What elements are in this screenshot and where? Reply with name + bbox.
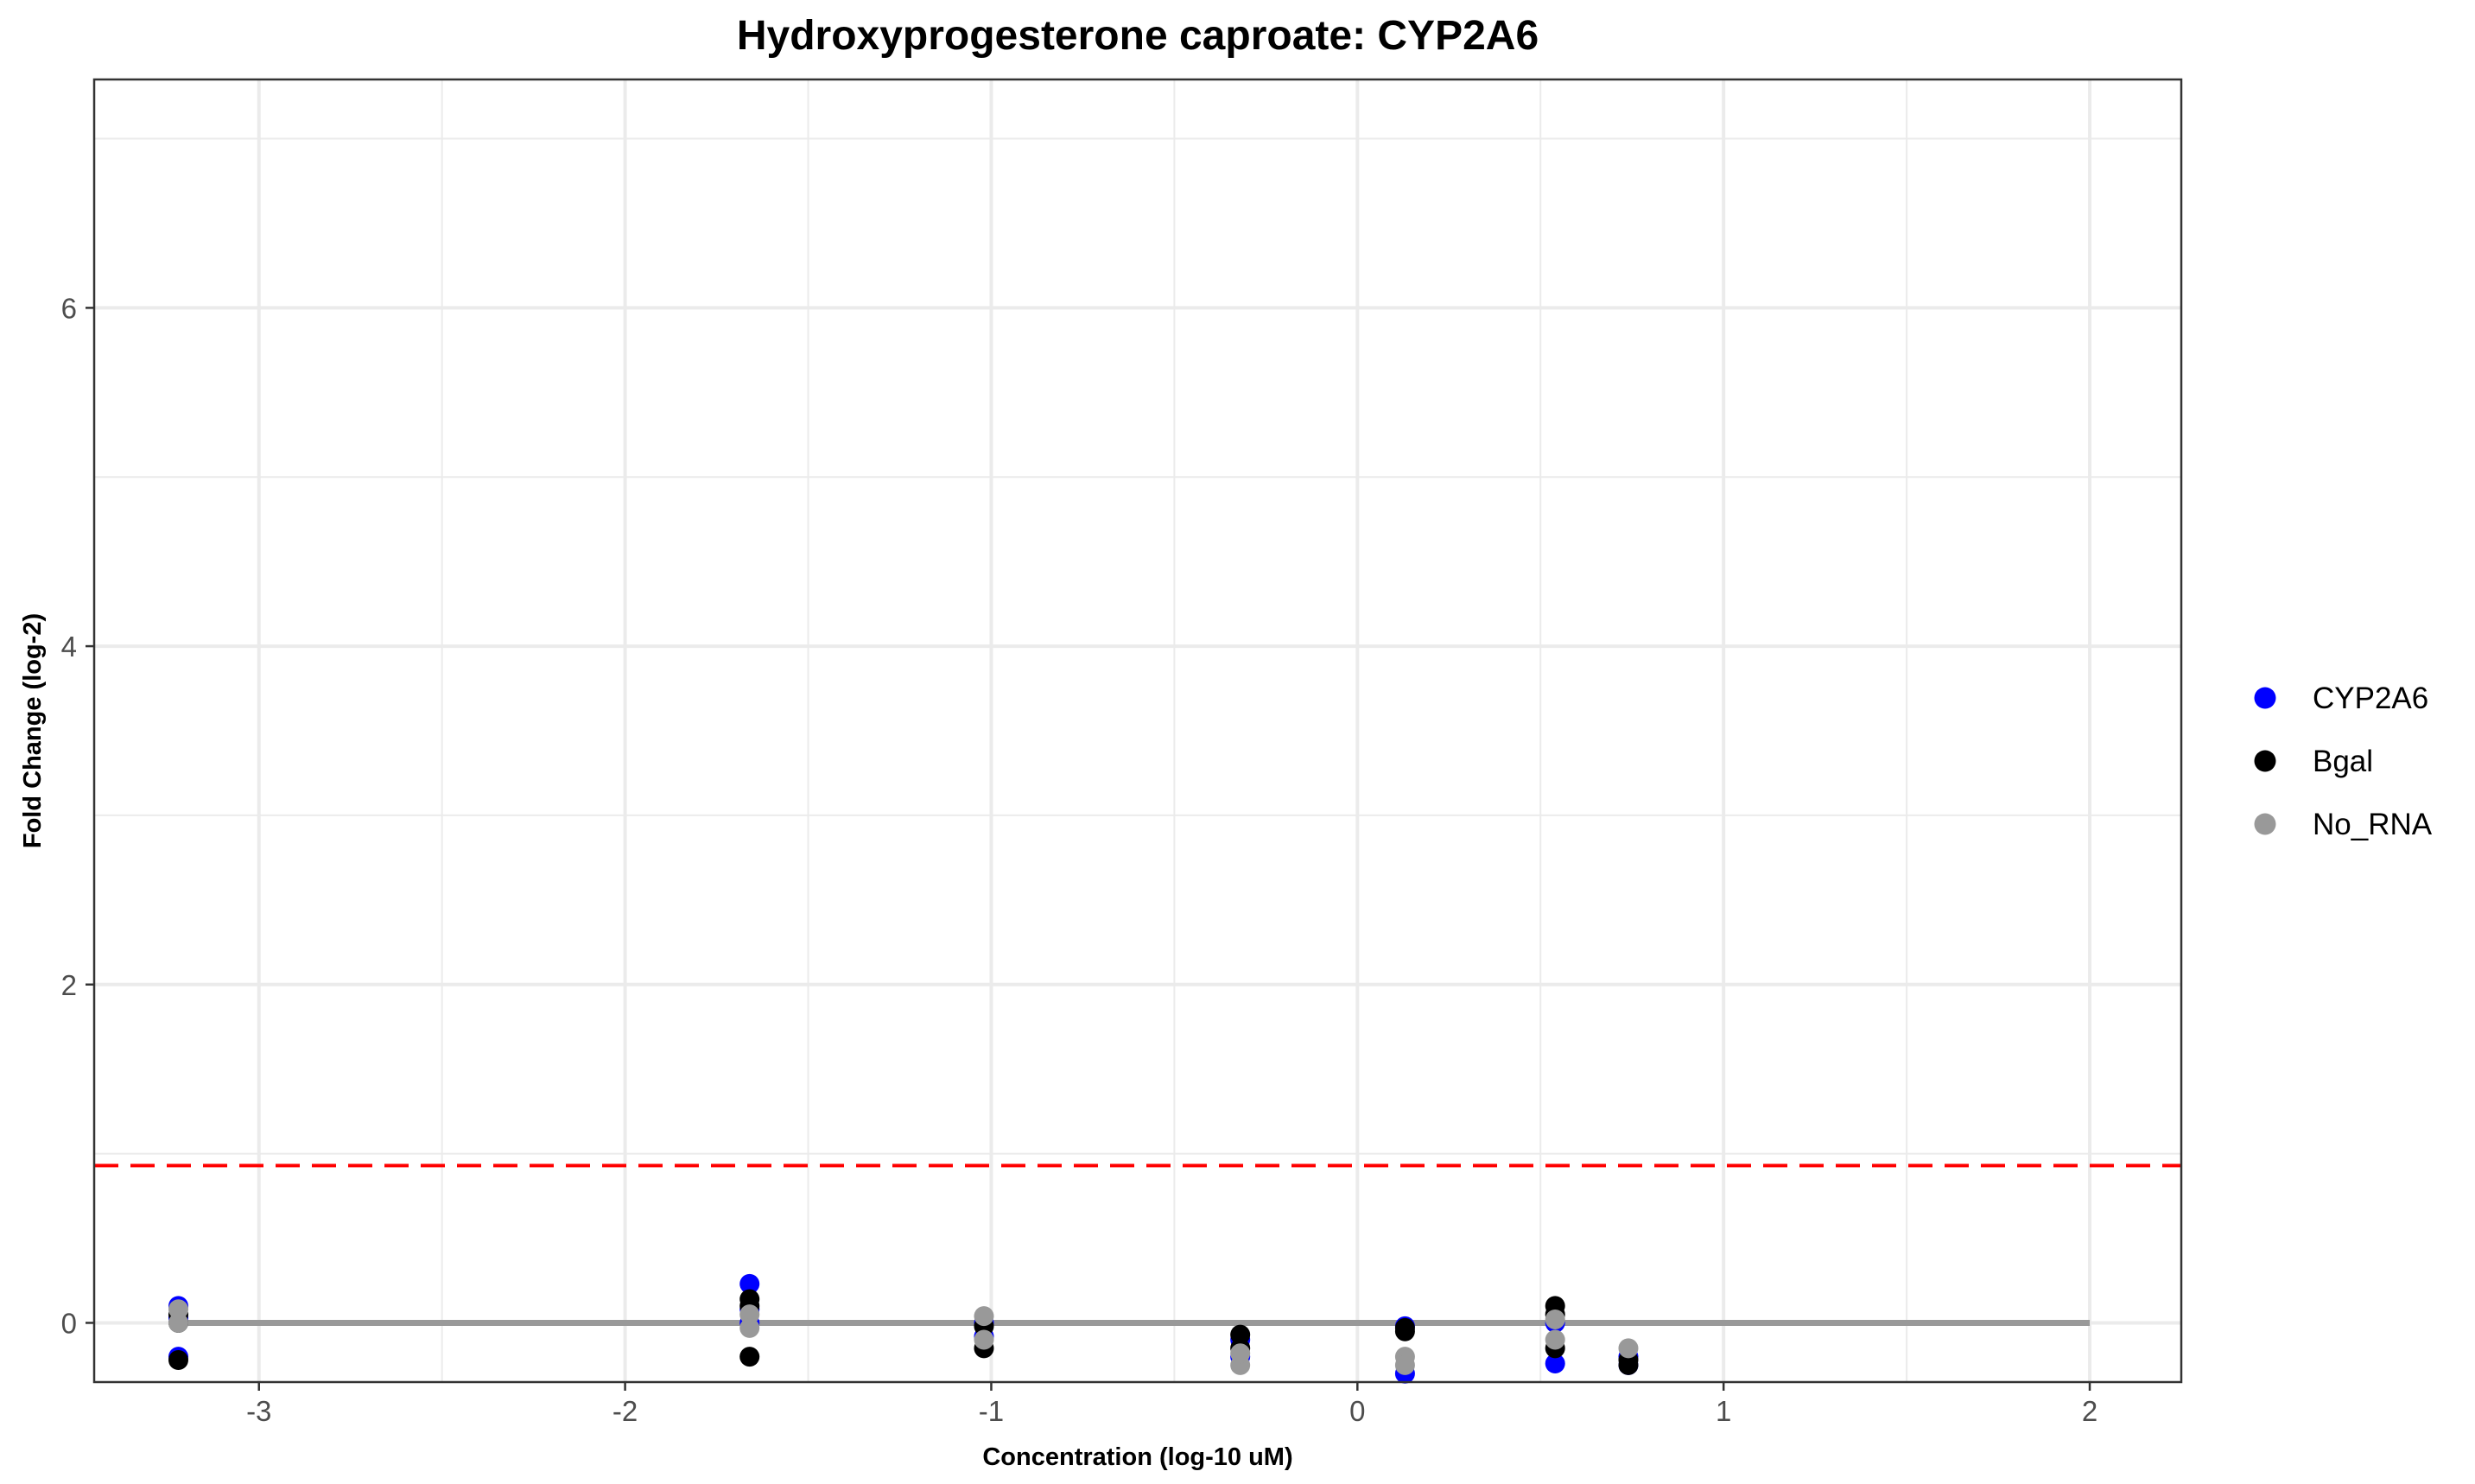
data-point — [1545, 1353, 1565, 1373]
legend-key — [2254, 750, 2276, 772]
x-tick-label: 2 — [2082, 1395, 2097, 1427]
plot-panel-border — [92, 78, 2183, 1384]
data-point — [1230, 1343, 1251, 1364]
x-tick-label: -1 — [979, 1395, 1004, 1427]
reference-lines — [94, 1164, 2181, 1326]
data-point — [739, 1347, 760, 1367]
x-tick-label: -3 — [246, 1395, 271, 1427]
y-tick-label: 0 — [61, 1307, 77, 1339]
legend-label: CYP2A6 — [2313, 682, 2428, 715]
data-point — [739, 1317, 760, 1338]
chart-title: Hydroxyprogesterone caproate: CYP2A6 — [737, 13, 1539, 59]
x-axis-ticks: -3 -2 -1 0 1 2 — [246, 1382, 2097, 1427]
data-point — [1618, 1354, 1639, 1375]
y-axis-label: Fold Change (log-2) — [19, 613, 47, 848]
data-point — [1394, 1317, 1415, 1338]
y-tick-label: 6 — [61, 292, 77, 324]
plot-grid — [94, 79, 2181, 1382]
data-point — [1545, 1329, 1565, 1350]
data-point — [974, 1329, 994, 1350]
y-tick-label: 4 — [61, 631, 77, 663]
x-axis-label: Concentration (log-10 uM) — [982, 1443, 1292, 1471]
data-points — [168, 1273, 1639, 1384]
data-point — [168, 1299, 188, 1320]
legend-label: Bgal — [2313, 745, 2373, 778]
legend-key — [2254, 813, 2276, 835]
y-axis-ticks: 0 2 4 6 — [61, 292, 94, 1339]
data-point — [974, 1306, 994, 1327]
x-tick-label: 0 — [1349, 1395, 1365, 1427]
data-point — [1394, 1354, 1415, 1375]
y-tick-label: 2 — [61, 969, 77, 1001]
x-tick-label: 1 — [1716, 1395, 1731, 1427]
data-point — [739, 1273, 760, 1294]
data-point — [168, 1350, 188, 1371]
legend-label: No_RNA — [2313, 808, 2433, 841]
legend-key — [2254, 687, 2276, 709]
legend: CYP2A6 Bgal No_RNA — [2254, 682, 2433, 841]
x-tick-label: -2 — [612, 1395, 638, 1427]
data-point — [1618, 1338, 1639, 1359]
data-point — [1545, 1310, 1565, 1330]
